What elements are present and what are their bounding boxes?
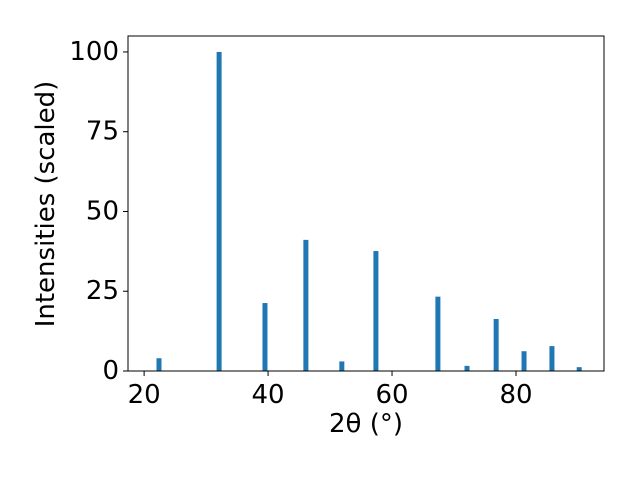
y-tick-label: 75 [86,117,119,147]
bar [521,351,527,371]
x-tick-label: 60 [375,380,408,410]
bar [576,367,582,371]
bar [339,361,345,371]
bar [373,251,379,371]
bar [493,318,499,371]
bar [216,51,222,371]
y-tick-label: 0 [102,356,119,386]
x-tick-label: 80 [499,380,532,410]
plot-frame [127,35,605,372]
y-tick-label: 100 [69,37,119,67]
bar [156,358,162,371]
x-axis-label: 2θ (°) [329,409,403,439]
y-tick-label: 50 [86,196,119,226]
x-tick-label: 20 [128,380,161,410]
x-tick-label: 40 [252,380,285,410]
y-tick-label: 25 [86,276,119,306]
bar [262,303,268,371]
bar [464,365,470,371]
y-axis-label: Intensities (scaled) [31,81,61,328]
bar [435,296,441,371]
bar [303,239,309,371]
bar [549,346,555,371]
